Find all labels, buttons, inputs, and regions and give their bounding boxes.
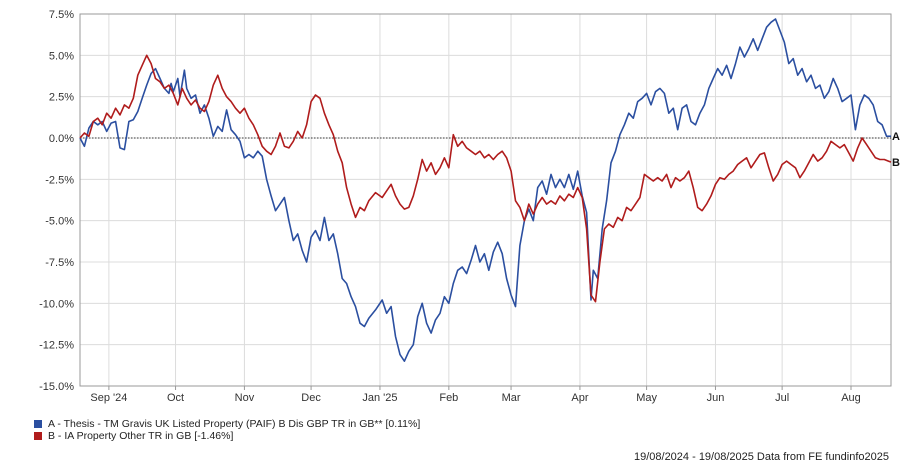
x-tick-label: Aug	[841, 392, 861, 404]
x-tick-label: Oct	[167, 392, 184, 404]
series-line-a	[79, 18, 892, 362]
legend-item-b: B - IA Property Other TR in GB [-1.46%]	[34, 430, 420, 442]
end-label-b: B	[892, 157, 900, 169]
x-tick-label: Feb	[439, 392, 458, 404]
x-tick-label: May	[636, 392, 657, 404]
y-tick-label: -7.5%	[45, 257, 74, 269]
y-tick-label: -5.0%	[45, 216, 74, 228]
y-tick-label: -12.5%	[39, 340, 74, 352]
x-tick-label: Jun	[707, 392, 725, 404]
end-label-a: A	[892, 131, 900, 143]
y-tick-label: -10.0%	[39, 298, 74, 310]
y-tick-label: 7.5%	[49, 9, 74, 21]
series-end-labels: AB	[892, 131, 900, 169]
x-tick-label: Sep '24	[90, 392, 127, 404]
x-tick-label: Dec	[301, 392, 321, 404]
y-tick-label: -15.0%	[39, 381, 74, 393]
x-tick-label: Mar	[502, 392, 521, 404]
legend-item-a: A - Thesis - TM Gravis UK Listed Propert…	[34, 418, 420, 430]
plot-frame	[79, 13, 892, 387]
y-tick-label: -2.5%	[45, 174, 74, 186]
line-chart: 7.5% 5.0% 2.5% 0.0% -2.5% -5.0% -7.5% -10.0% -12…	[39, 9, 900, 404]
x-axis: Sep '24 Oct Nov Dec Jan '25 Feb Mar Apr May Jun Ju…	[90, 386, 861, 404]
legend-swatch-a	[34, 420, 42, 428]
grid-lines	[80, 13, 891, 387]
x-tick-label: Jan '25	[362, 392, 397, 404]
y-tick-label: 5.0%	[49, 50, 74, 62]
x-tick-label: Nov	[235, 392, 255, 404]
legend-label-a: A - Thesis - TM Gravis UK Listed Propert…	[48, 418, 421, 430]
x-tick-label: Jul	[775, 392, 789, 404]
y-tick-label: 2.5%	[49, 92, 74, 104]
series-line-b	[79, 54, 892, 303]
legend-label-b: B - IA Property Other TR in GB [-1.46%]	[48, 430, 234, 442]
series-lines	[79, 18, 892, 362]
x-tick-label: Apr	[571, 392, 588, 404]
y-tick-label: 0.0%	[49, 133, 74, 145]
legend: A - Thesis - TM Gravis UK Listed Propert…	[34, 418, 420, 442]
legend-swatch-b	[34, 432, 42, 440]
date-range-source: 19/08/2024 - 19/08/2025 Data from FE fun…	[633, 451, 889, 463]
y-axis: 7.5% 5.0% 2.5% 0.0% -2.5% -5.0% -7.5% -10.0% -12…	[39, 9, 74, 393]
